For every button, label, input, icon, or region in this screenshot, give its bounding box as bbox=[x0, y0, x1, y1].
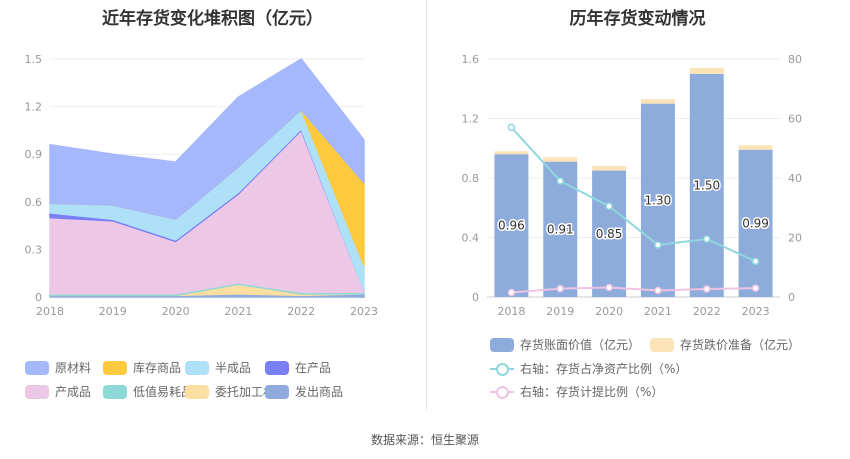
bar-data-label: 1.50 bbox=[693, 178, 720, 192]
legend-swatch bbox=[265, 384, 289, 399]
right-y-tick-label: 0 bbox=[472, 291, 479, 304]
left-legend-item[interactable]: 产成品 bbox=[25, 383, 91, 400]
bar-book-value bbox=[640, 103, 675, 297]
bar-book-value bbox=[738, 149, 773, 297]
left-y-tick-label: 1.2 bbox=[25, 101, 43, 114]
line-point bbox=[605, 283, 613, 292]
left-chart-title: 近年存货变化堆积图（亿元） bbox=[102, 9, 323, 29]
bar-data-label: 0.96 bbox=[498, 219, 525, 233]
right-y-tick-label: 1.6 bbox=[462, 53, 480, 66]
left-x-tick-label: 2023 bbox=[350, 305, 378, 318]
right-legend-item[interactable]: 存货跌价准备（亿元） bbox=[650, 336, 800, 353]
left-y-tick-label: 1.5 bbox=[25, 53, 43, 66]
bar-impairment bbox=[640, 99, 675, 104]
right-x-tick-label: 2020 bbox=[595, 305, 623, 318]
right-y2-tick-label: 20 bbox=[788, 232, 802, 245]
right-y2-tick-label: 40 bbox=[788, 172, 802, 185]
right-x-tick-label: 2022 bbox=[693, 305, 721, 318]
left-x-tick-label: 2018 bbox=[36, 305, 64, 318]
right-legend-item[interactable]: 存货账面价值（亿元） bbox=[490, 336, 640, 353]
bar-data-label: 0.99 bbox=[742, 216, 769, 230]
legend-label: 存货账面价值（亿元） bbox=[520, 338, 641, 352]
legend-label: 半成品 bbox=[215, 361, 252, 375]
legend-label: 右轴：存货计提比例（%） bbox=[520, 385, 664, 399]
right-legend-item[interactable]: 右轴：存货计提比例（%） bbox=[490, 383, 663, 400]
left-legend-item[interactable]: 在产品 bbox=[265, 359, 331, 376]
right-x-tick-label: 2023 bbox=[742, 305, 770, 318]
right-x-tick-label: 2021 bbox=[644, 305, 672, 318]
line-point bbox=[654, 241, 662, 249]
bar-impairment bbox=[689, 67, 724, 74]
legend-label: 在产品 bbox=[295, 361, 332, 375]
bar-book-value bbox=[689, 73, 724, 297]
bar-data-label: 0.91 bbox=[547, 222, 574, 236]
left-legend-item[interactable]: 库存商品 bbox=[103, 359, 181, 376]
right-y-tick-label: 0.8 bbox=[462, 172, 480, 185]
left-y-tick-label: 0 bbox=[35, 291, 42, 304]
right-legend-item[interactable]: 右轴：存货占净资产比例（%） bbox=[490, 360, 687, 377]
line-series-右轴：存货占净资产比例（%） bbox=[510, 126, 756, 263]
legend-swatch bbox=[490, 385, 514, 399]
bar-book-value bbox=[494, 154, 529, 297]
line-point bbox=[703, 285, 711, 293]
bar-impairment bbox=[543, 157, 578, 162]
legend-swatch bbox=[490, 337, 514, 352]
line-point bbox=[507, 288, 516, 297]
legend-swatch bbox=[103, 360, 127, 375]
left-legend-item[interactable]: 半成品 bbox=[185, 359, 251, 376]
bar-impairment bbox=[494, 151, 529, 155]
legend-label: 发出商品 bbox=[295, 385, 344, 399]
left-y-tick-label: 0.6 bbox=[25, 196, 43, 209]
panel-divider bbox=[426, 0, 427, 410]
line-point bbox=[751, 284, 760, 292]
line-point bbox=[605, 202, 613, 211]
bar-book-value bbox=[592, 170, 627, 297]
legend-swatch bbox=[185, 360, 209, 375]
bar-data-label: 1.30 bbox=[645, 193, 672, 207]
right-x-tick-label: 2019 bbox=[546, 305, 574, 318]
left-legend-item[interactable]: 发出商品 bbox=[265, 383, 343, 400]
line-point bbox=[703, 235, 711, 243]
right-chart-title: 历年存货变动情况 bbox=[569, 9, 706, 29]
right-y2-tick-label: 0 bbox=[788, 291, 795, 304]
left-x-tick-label: 2021 bbox=[224, 305, 252, 318]
legend-swatch bbox=[185, 384, 209, 399]
left-y-tick-label: 0.3 bbox=[25, 243, 43, 256]
area-series-原材料 bbox=[49, 58, 365, 221]
line-series-右轴：存货计提比例（%） bbox=[511, 286, 756, 294]
left-x-tick-label: 2022 bbox=[287, 305, 315, 318]
line-point bbox=[556, 284, 564, 293]
bar-data-label: 0.85 bbox=[596, 227, 623, 241]
legend-label: 存货跌价准备（亿元） bbox=[680, 338, 801, 352]
legend-label: 低值易耗品 bbox=[133, 385, 194, 399]
bar-impairment bbox=[738, 145, 773, 150]
legend-swatch bbox=[490, 362, 514, 376]
line-point bbox=[507, 123, 516, 132]
data-source-note: 数据来源：恒生聚源 bbox=[370, 433, 479, 447]
line-point bbox=[654, 286, 662, 295]
bar-impairment bbox=[592, 166, 627, 171]
line-point bbox=[751, 257, 760, 266]
right-y-tick-label: 0.4 bbox=[462, 232, 480, 245]
left-y-tick-label: 0.9 bbox=[25, 148, 43, 161]
legend-swatch bbox=[265, 360, 289, 375]
legend-label: 原材料 bbox=[55, 361, 92, 375]
legend-label: 库存商品 bbox=[133, 361, 182, 375]
legend-swatch bbox=[103, 384, 127, 399]
line-point bbox=[556, 177, 564, 185]
right-y-tick-label: 1.2 bbox=[462, 113, 480, 126]
legend-label: 右轴：存货占净资产比例（%） bbox=[520, 362, 688, 376]
left-x-tick-label: 2019 bbox=[99, 305, 127, 318]
left-x-tick-label: 2020 bbox=[162, 305, 190, 318]
legend-label: 产成品 bbox=[55, 385, 92, 399]
right-y2-tick-label: 80 bbox=[788, 53, 802, 66]
legend-swatch bbox=[650, 337, 674, 352]
right-y2-tick-label: 60 bbox=[788, 113, 802, 126]
right-x-tick-label: 2018 bbox=[497, 305, 525, 318]
left-legend-item[interactable]: 低值易耗品 bbox=[103, 383, 193, 400]
left-legend-item[interactable]: 原材料 bbox=[25, 359, 91, 376]
legend-swatch bbox=[25, 384, 49, 399]
legend-swatch bbox=[25, 360, 49, 375]
